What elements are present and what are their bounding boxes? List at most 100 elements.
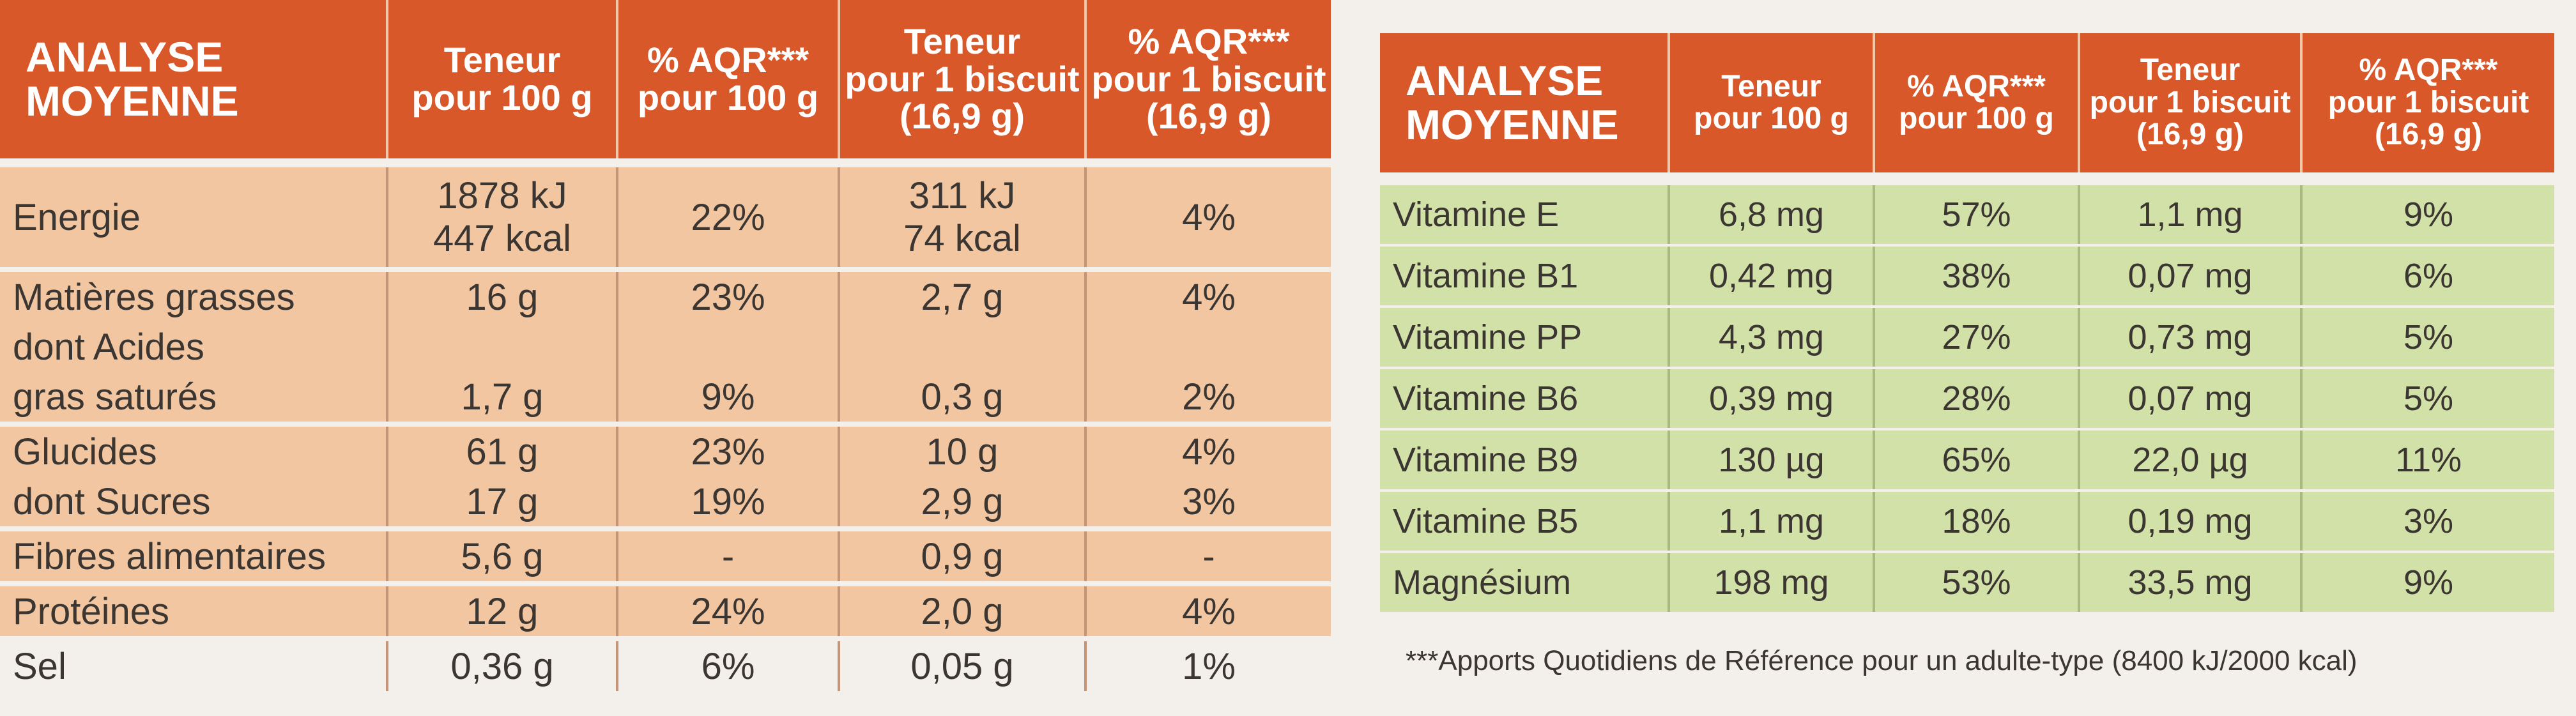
- cell-text: 16 g: [466, 276, 539, 318]
- cell-text: 1%: [1182, 645, 1236, 687]
- cell-text: 9%: [701, 376, 755, 418]
- header-cell: Teneur pour 100 g: [386, 0, 616, 158]
- cell-text: 0,42 mg: [1708, 257, 1834, 295]
- table-header: ANALYSE MOYENNE Teneur pour 100 g% AQR*** po…: [1380, 33, 2554, 172]
- table-cell: 0,07 mg: [2078, 247, 2300, 305]
- cell-text: Protéines: [13, 590, 170, 632]
- cell-text: 0,05 g: [910, 645, 1014, 687]
- row-group: Vitamine B9 130 µg 65% 22,0 µg 11%: [1380, 430, 2554, 489]
- table-cell: Protéines: [0, 586, 386, 636]
- header-cell: % AQR*** pour 1 biscuit (16,9 g): [2300, 33, 2554, 172]
- table-cell: 130 µg: [1667, 430, 1873, 489]
- table-cell: 2,9 g: [838, 476, 1084, 526]
- cell-text: 9%: [2403, 563, 2454, 602]
- table-cell: 6,8 mg: [1667, 185, 1873, 244]
- row-group: Sel 0,36 g 6% 0,05 g 1%: [0, 641, 1331, 691]
- table-cell: Energie: [0, 167, 386, 267]
- header-text: % AQR***: [647, 40, 809, 80]
- header-text: pour 100 g: [1694, 102, 1849, 135]
- table-cell: Fibres alimentaires: [0, 531, 386, 581]
- header-cell: % AQR*** pour 100 g: [1873, 33, 2078, 172]
- cell-text: 0,07 mg: [2128, 257, 2253, 295]
- table-cell: 5%: [2300, 308, 2554, 367]
- cell-text: 6%: [2403, 257, 2454, 295]
- table-cell: [1084, 322, 1331, 372]
- cell-text: 4%: [1182, 590, 1236, 632]
- cell-text: 447 kcal: [433, 218, 572, 259]
- cell-text: 4,3 mg: [1718, 318, 1825, 356]
- cell-text: 6%: [701, 645, 755, 687]
- cell-text: 5,6 g: [461, 535, 544, 577]
- header-cell: % AQR*** pour 1 biscuit (16,9 g): [1084, 0, 1331, 158]
- cell-text: 1,1 mg: [2137, 195, 2243, 234]
- cell-text: Fibres alimentaires: [13, 535, 326, 577]
- cell-text: Vitamine PP: [1393, 318, 1583, 356]
- table-cell: 12 g: [386, 586, 616, 636]
- header-cell: % AQR*** pour 100 g: [616, 0, 838, 158]
- row-group: Protéines 12 g 24% 2,0 g 4%: [0, 586, 1331, 636]
- table-cell: 0,36 g: [386, 641, 616, 691]
- header-text: % AQR***: [1128, 20, 1290, 61]
- header-cell: ANALYSE MOYENNE: [0, 0, 386, 158]
- table-cell: 1878 kJ 447 kcal: [386, 167, 616, 267]
- header-text: % AQR***: [1907, 69, 2046, 103]
- table-cell: [838, 322, 1084, 372]
- table-cell: 4,3 mg: [1667, 308, 1873, 367]
- cell-text: Magnésium: [1393, 563, 1572, 602]
- header-cell: ANALYSE MOYENNE: [1380, 33, 1667, 172]
- header-text: MOYENNE: [26, 77, 239, 125]
- table-cell: 18%: [1873, 492, 2078, 551]
- row-group: Matières grasses 16 g 23% 2,7 g 4% dont Acide…: [0, 272, 1331, 422]
- cell-text: 53%: [1942, 563, 2011, 602]
- table-cell: 5,6 g: [386, 531, 616, 581]
- table-cell: [386, 322, 616, 372]
- cell-text: Matières grasses: [13, 276, 295, 318]
- table-cell: 22%: [616, 167, 838, 267]
- row-group: Glucides 61 g 23% 10 g 4% dont Sucres 17 g 19% 2…: [0, 427, 1331, 526]
- table-cell: 4%: [1084, 427, 1331, 476]
- row-group: Magnésium 198 mg 53% 33,5 mg 9%: [1380, 553, 2554, 612]
- header-text: pour 1 biscuit: [2089, 85, 2291, 119]
- table-cell: 0,05 g: [838, 641, 1084, 691]
- table-cell: 1,1 mg: [2078, 185, 2300, 244]
- cell-text: dont Sucres: [13, 480, 211, 522]
- header-text: pour 100 g: [1899, 102, 2054, 135]
- table-cell: 198 mg: [1667, 553, 1873, 612]
- table-cell: Vitamine B6: [1380, 369, 1667, 428]
- cell-text: -: [721, 535, 735, 577]
- table-cell: 57%: [1873, 185, 2078, 244]
- table-cell: Vitamine B9: [1380, 430, 1667, 489]
- header-cell: Teneur pour 1 biscuit (16,9 g): [2078, 33, 2300, 172]
- cell-text: 2,9 g: [921, 480, 1004, 522]
- cell-text: 5%: [2403, 318, 2454, 356]
- table-cell: 0,9 g: [838, 531, 1084, 581]
- header-text: ANALYSE: [1406, 56, 1604, 104]
- table-header: ANALYSE MOYENNE Teneur pour 100 g% AQR*** po…: [0, 0, 1331, 158]
- cell-text: 33,5 mg: [2128, 563, 2253, 602]
- cell-text: 1878 kJ: [437, 175, 567, 217]
- cell-text: 1,7 g: [461, 376, 544, 418]
- table-cell: 1,1 mg: [1667, 492, 1873, 551]
- cell-text: 22%: [691, 196, 765, 238]
- table-cell: 0,19 mg: [2078, 492, 2300, 551]
- cell-text: Sel: [13, 645, 66, 687]
- cell-text: 23%: [691, 276, 765, 318]
- header-text: Teneur: [1721, 69, 1821, 103]
- table-cell: 9%: [616, 372, 838, 422]
- table-cell: 22,0 µg: [2078, 430, 2300, 489]
- cell-text: 18%: [1942, 502, 2011, 540]
- cell-text: 27%: [1942, 318, 2011, 356]
- table-cell: 61 g: [386, 427, 616, 476]
- table-cell: 33,5 mg: [2078, 553, 2300, 612]
- table-cell: [616, 322, 838, 372]
- table-cell: Magnésium: [1380, 553, 1667, 612]
- table-cell: 2%: [1084, 372, 1331, 422]
- cell-text: Energie: [13, 196, 141, 238]
- cell-text: 4%: [1182, 276, 1236, 318]
- cell-text: 23%: [691, 430, 765, 473]
- header-text: pour 1 biscuit: [2327, 85, 2529, 119]
- cell-text: 22,0 µg: [2132, 441, 2248, 479]
- footnote: ***Apports Quotidiens de Référence pour …: [1406, 645, 2358, 676]
- cell-text: Vitamine B6: [1393, 379, 1579, 418]
- table-cell: 53%: [1873, 553, 2078, 612]
